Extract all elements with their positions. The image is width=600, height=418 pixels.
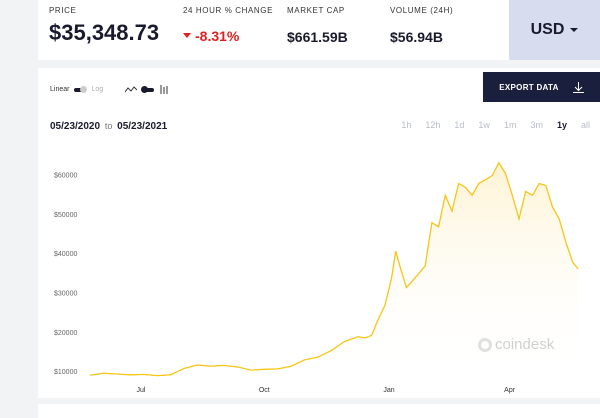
volume-label: VOLUME (24H) (390, 6, 454, 15)
change-label: 24 HOUR % CHANGE (183, 6, 274, 15)
market-cap-value: $661.59B (287, 29, 348, 45)
market-cap-label: MARKET CAP (287, 6, 345, 15)
y-tick-label: $50000 (54, 212, 77, 219)
stats-bar: PRICE $35,348.73 24 HOUR % CHANGE -8.31%… (38, 0, 600, 60)
date-to-word: to (104, 121, 113, 131)
chart-type-switch[interactable] (141, 86, 155, 93)
price-chart[interactable]: $10000 $20000 $30000 $40000 $50000 $60000 Jul O… (38, 136, 600, 398)
export-data-button[interactable]: EXPORT DATA (483, 72, 600, 102)
chevron-down-icon (570, 28, 579, 32)
range-1d[interactable]: 1d (454, 120, 465, 130)
date-range[interactable]: 05/23/2020 to 05/23/2021 (50, 121, 167, 132)
scale-toggle[interactable] (74, 86, 88, 93)
date-from: 05/23/2020 (50, 121, 101, 132)
footer-strip (38, 404, 600, 418)
chart-card: Linear Log EXPORT DATA 05/23/2020 to 05/… (38, 68, 600, 398)
price-label: PRICE (49, 6, 77, 15)
line-chart-icon[interactable] (125, 85, 138, 94)
scale-toggle-row: Linear Log (50, 85, 169, 94)
y-tick-label: $10000 (54, 369, 77, 376)
date-to: 05/23/2021 (117, 121, 168, 132)
x-tick-label: Apr (504, 387, 516, 394)
price-value: $35,348.73 (49, 20, 160, 45)
range-1m[interactable]: 1m (503, 120, 517, 130)
currency-value: USD (530, 21, 565, 38)
linear-label: Linear (50, 86, 70, 93)
candlestick-icon[interactable] (159, 85, 169, 94)
change-text: -8.31% (195, 28, 240, 44)
log-label: Log (91, 86, 104, 93)
download-icon (572, 81, 584, 93)
volume-value: $56.94B (390, 29, 443, 45)
price-area (90, 162, 578, 376)
y-tick-label: $40000 (54, 251, 77, 258)
y-tick-label: $60000 (54, 173, 77, 180)
range-1y[interactable]: 1y (556, 120, 567, 130)
y-tick-label: $30000 (54, 291, 77, 298)
range-3m[interactable]: 3m (530, 120, 543, 130)
currency-select[interactable]: USD (509, 0, 600, 60)
range-12h[interactable]: 12h (425, 120, 441, 130)
export-label: EXPORT DATA (499, 82, 559, 92)
price-series-line (89, 161, 579, 377)
down-arrow-icon (183, 32, 191, 38)
chart-type-toggle (125, 85, 169, 94)
range-selector: 1h 12h 1d 1w 1m 3m 1y all (387, 120, 590, 130)
range-1h[interactable]: 1h (401, 120, 412, 130)
y-tick-label: $20000 (54, 330, 77, 337)
x-tick-label: Oct (259, 387, 270, 394)
coindesk-watermark: coindesk (478, 336, 554, 353)
range-1w[interactable]: 1w (478, 120, 490, 130)
change-value: -8.31% (183, 28, 239, 44)
x-tick-label: Jan (383, 387, 394, 394)
coindesk-logo-icon (478, 337, 492, 352)
watermark-text: coindesk (495, 336, 555, 353)
range-all[interactable]: all (580, 120, 590, 130)
x-tick-label: Jul (136, 387, 145, 394)
